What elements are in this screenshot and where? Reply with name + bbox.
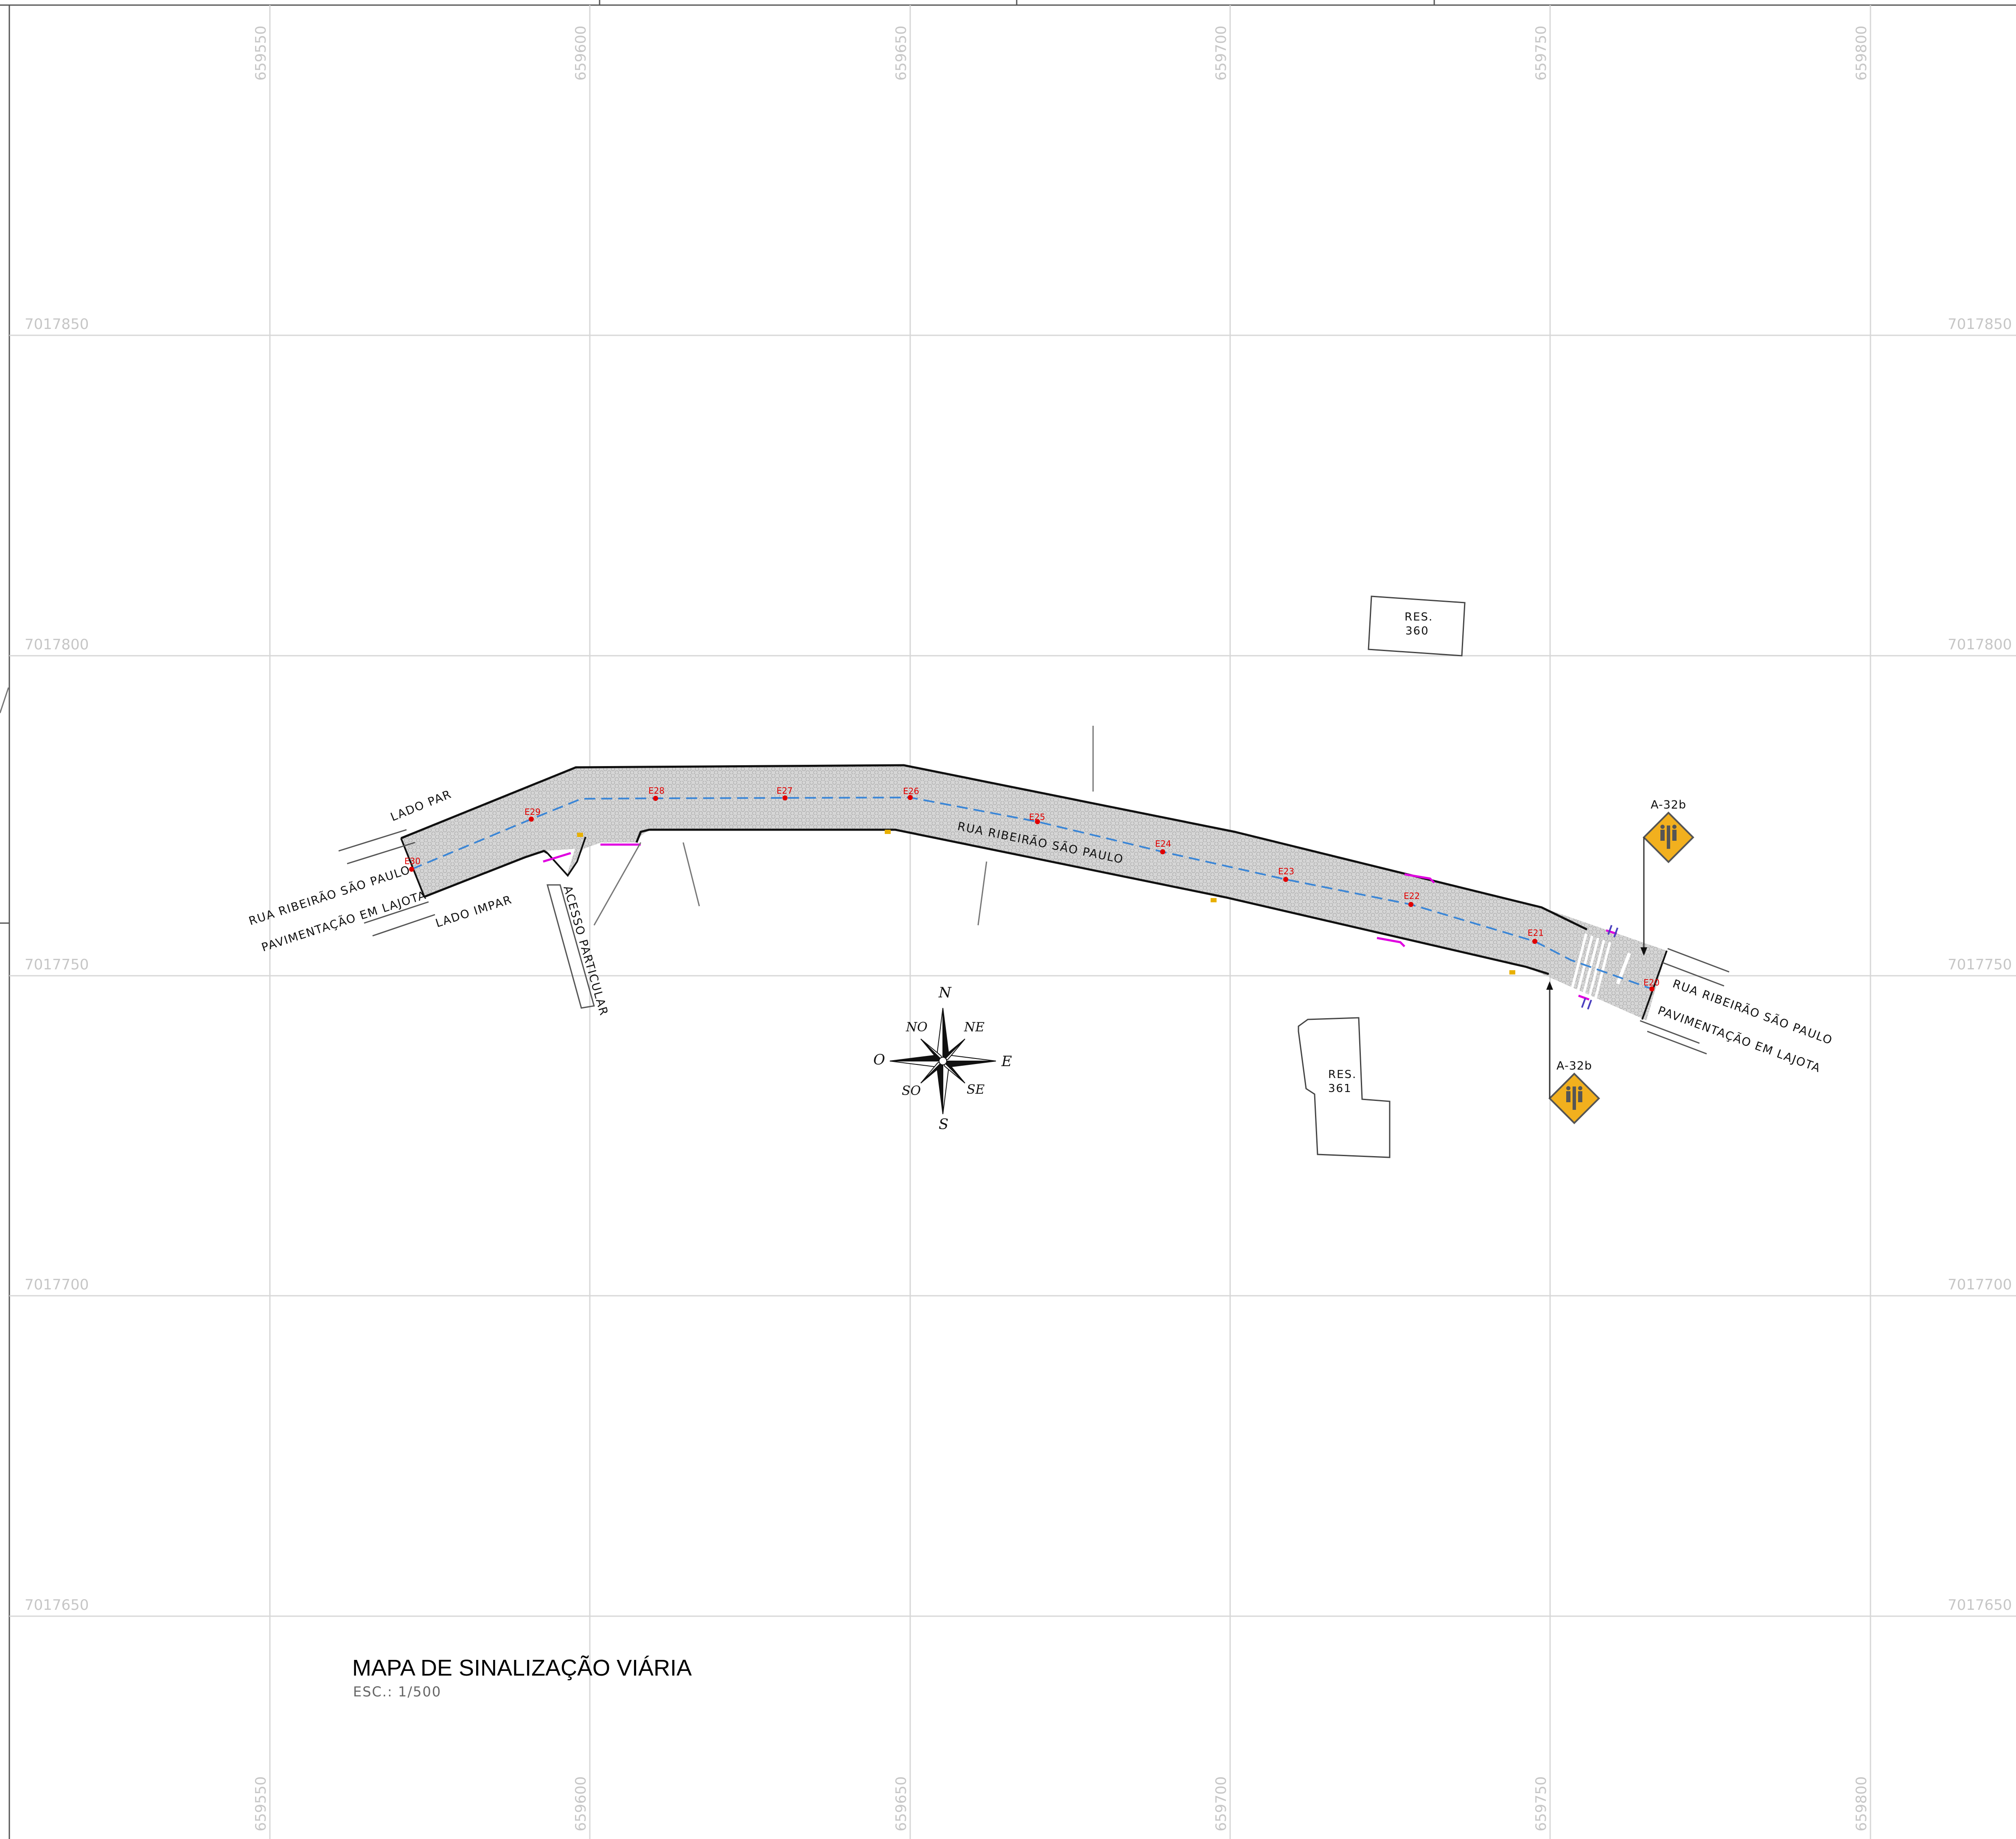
station-label: E26 — [903, 786, 919, 796]
building-res-361: RES. 361 — [1298, 1017, 1391, 1158]
station-label: E27 — [777, 786, 793, 796]
compass-no: NO — [906, 1020, 928, 1035]
east-leaders — [1640, 948, 1730, 1055]
easting-label: 659550 — [252, 1776, 269, 1831]
building-res-360: RES. 360 — [1368, 595, 1466, 657]
northing-label: 7017800 — [1948, 636, 2012, 653]
northing-label: 7017850 — [1948, 316, 2012, 333]
northing-label: 7017700 — [1948, 1276, 2012, 1293]
context-lines — [0, 687, 1094, 926]
compass-so: SO — [902, 1084, 921, 1098]
compass-s: S — [939, 1116, 948, 1133]
easting-label: 659700 — [1213, 1776, 1230, 1831]
easting-label: 659600 — [572, 1776, 589, 1831]
street-name-label-east: RUA RIBEIRÃO SÃO PAULO — [1671, 977, 1835, 1048]
coordinate-grid — [9, 5, 2016, 1839]
station-label: E28 — [648, 786, 665, 796]
paving-label-west: PAVIMENTAÇÃO EM LAJOTA — [260, 888, 428, 955]
building-number: 360 — [1405, 625, 1429, 637]
station-label: E25 — [1029, 812, 1045, 822]
road-edge-south — [635, 828, 1549, 975]
station-label: E23 — [1278, 866, 1294, 876]
stop-line — [1616, 952, 1631, 985]
compass-o: O — [873, 1051, 885, 1068]
building-label: RES. — [1328, 1068, 1357, 1081]
access-edge — [547, 837, 586, 877]
crossing-ticks — [1581, 925, 1618, 1010]
northing-label: 7017800 — [25, 636, 89, 653]
station-label: E20 — [1643, 977, 1660, 988]
road-edge-north — [401, 764, 1588, 931]
side-odd-label: LADO IMPAR — [434, 893, 514, 930]
warning-sign-a32b: A-32b — [1546, 981, 1600, 1124]
compass-ne: NE — [964, 1020, 984, 1035]
easting-label: 659650 — [893, 25, 910, 81]
access-particular-box — [547, 884, 595, 1009]
access-label: ACESSO PARTICULAR — [561, 884, 610, 1017]
compass-n: N — [938, 984, 952, 1001]
northing-label: 7017750 — [1948, 956, 2012, 973]
station-label: E22 — [1404, 891, 1420, 901]
station-label: E24 — [1155, 839, 1171, 849]
easting-label: 659600 — [572, 25, 589, 81]
parking-markings — [543, 843, 1617, 1001]
easting-label: 659750 — [1533, 1776, 1550, 1831]
compass-se: SE — [967, 1082, 985, 1097]
station-label: E30 — [404, 856, 421, 866]
easting-label: 659800 — [1853, 25, 1870, 81]
northing-label: 7017650 — [1948, 1597, 2012, 1614]
easting-label: 659750 — [1533, 25, 1550, 81]
building-number: 361 — [1328, 1082, 1352, 1095]
station-label: E21 — [1528, 928, 1544, 938]
west-leaders — [338, 829, 435, 937]
station-label: E29 — [524, 807, 541, 817]
sign-code: A-32b — [1556, 1059, 1592, 1073]
compass-rose-icon — [889, 1008, 996, 1115]
easting-label: 659550 — [252, 25, 269, 81]
yellow-marks — [577, 830, 1515, 974]
easting-label: 659800 — [1853, 1776, 1870, 1831]
northing-label: 7017850 — [25, 316, 89, 333]
easting-label: 659650 — [893, 1776, 910, 1831]
building-label: RES. — [1405, 611, 1433, 623]
northing-label: 7017700 — [25, 1276, 89, 1293]
road-edge-east — [1641, 950, 1668, 1020]
road-edge-south — [424, 850, 548, 898]
northing-label: 7017750 — [25, 956, 89, 973]
easting-label: 659700 — [1213, 25, 1230, 81]
northing-label: 7017650 — [25, 1597, 89, 1614]
sign-code: A-32b — [1651, 798, 1686, 811]
station-markers — [409, 795, 1654, 991]
map-title: MAPA DE SINALIZAÇÃO VIÁRIA — [352, 1655, 692, 1681]
side-even-label: LADO PAR — [389, 788, 454, 824]
warning-sign-a32b: A-32b — [1640, 798, 1694, 956]
street-name-label-west: RUA RIBEIRÃO SÃO PAULO — [247, 863, 412, 928]
compass-e: E — [1001, 1053, 1012, 1070]
map-scale: ESC.: 1/500 — [353, 1684, 441, 1700]
